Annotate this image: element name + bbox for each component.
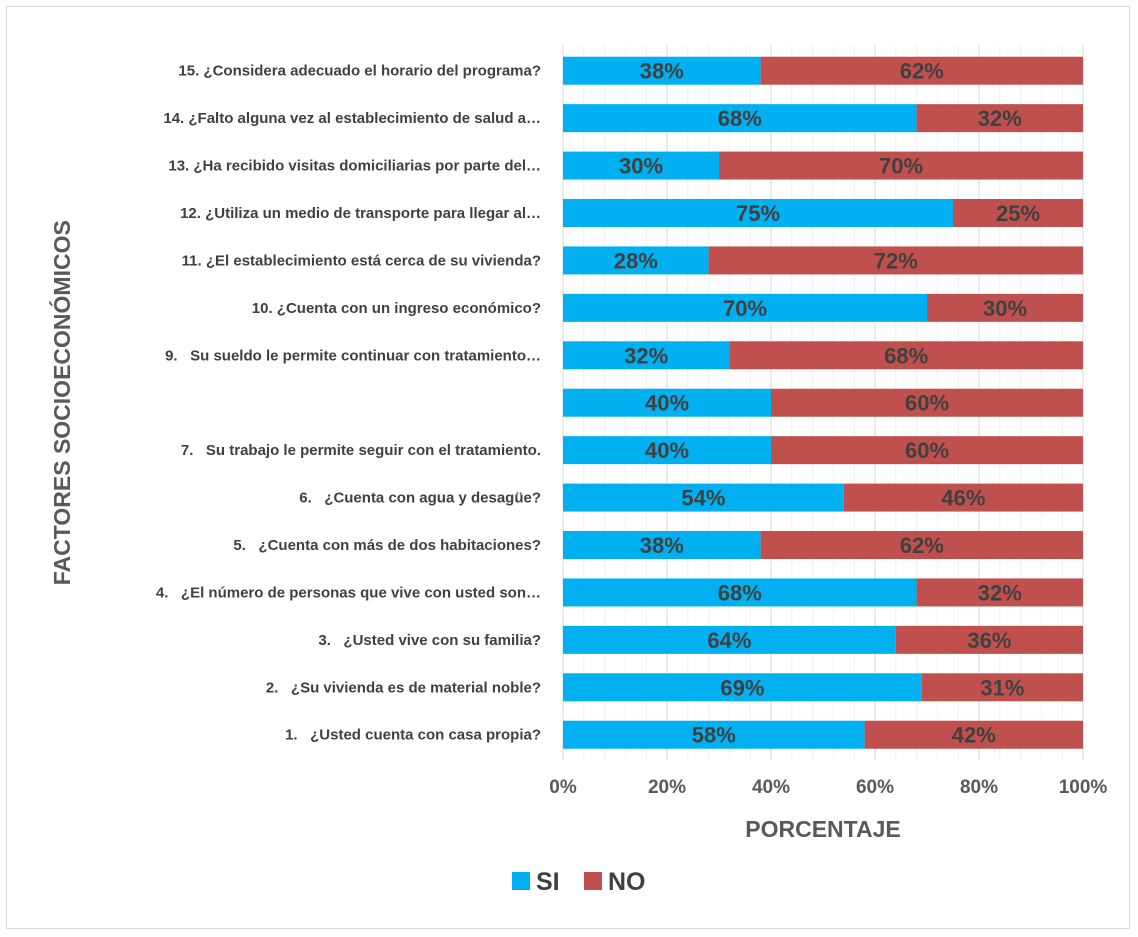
x-axis-title: PORCENTAJE — [745, 816, 901, 842]
data-label-si-1: 38% — [640, 59, 684, 84]
bar-no-1 — [760, 56, 1083, 85]
bar-no-3 — [719, 151, 1083, 180]
x-tick-label: 40% — [752, 777, 790, 798]
category-label-7: 9. Su sueldo le permite continuar con tr… — [165, 347, 541, 364]
category-labels: 15. ¿Considera adecuado el horario del p… — [156, 63, 541, 744]
x-tick-label: 60% — [856, 777, 894, 798]
bar-no-6 — [927, 293, 1083, 322]
bar-si-5 — [563, 246, 709, 275]
bar-si-9 — [563, 436, 771, 465]
bar-no-14 — [921, 673, 1083, 702]
category-label-13: 3. ¿Usted vive con su familia? — [318, 632, 541, 649]
bar-no-2 — [916, 104, 1083, 133]
data-label-no-12: 32% — [978, 580, 1022, 605]
legend-swatch-si — [512, 872, 530, 890]
category-label-12: 4. ¿El número de personas que vive con u… — [156, 584, 541, 601]
x-tick-label: 100% — [1059, 777, 1108, 798]
legend-label-si: SI — [536, 868, 560, 896]
bar-si-2 — [563, 104, 917, 133]
data-label-no-9: 60% — [905, 438, 949, 463]
data-label-si-4: 75% — [736, 201, 780, 226]
data-label-no-3: 70% — [879, 154, 923, 179]
bar-si-3 — [563, 151, 719, 180]
bar-no-9 — [771, 436, 1083, 465]
data-label-no-13: 36% — [967, 628, 1011, 653]
data-label-si-6: 70% — [723, 296, 767, 321]
data-label-si-10: 54% — [681, 486, 725, 511]
data-label-si-13: 64% — [707, 628, 751, 653]
x-tick-label: 20% — [648, 777, 686, 798]
bars: 38% 62% 68% 32% 30% 70% 75% 25% 28% 72% 70% 30% 32% 6… — [563, 56, 1083, 749]
bar-si-8 — [563, 388, 771, 417]
data-label-no-4: 25% — [996, 201, 1040, 226]
bar-no-15 — [864, 720, 1083, 749]
bar-si-15 — [563, 720, 865, 749]
category-label-1: 15. ¿Considera adecuado el horario del p… — [178, 63, 541, 80]
data-label-no-10: 46% — [941, 486, 985, 511]
bar-si-13 — [563, 625, 896, 654]
bar-si-12 — [563, 578, 917, 607]
data-label-si-14: 69% — [720, 675, 764, 700]
data-label-si-5: 28% — [614, 248, 658, 273]
y-axis-title: FACTORES SOCIOECONÓMICOS — [48, 220, 75, 585]
data-label-no-2: 32% — [978, 106, 1022, 131]
bar-si-14 — [563, 673, 922, 702]
data-label-si-2: 68% — [718, 106, 762, 131]
bar-no-12 — [916, 578, 1083, 607]
bar-si-10 — [563, 483, 844, 512]
x-tick-label: 0% — [549, 777, 577, 798]
data-label-no-7: 68% — [884, 343, 928, 368]
data-label-no-8: 60% — [905, 391, 949, 416]
legend-swatch-no — [584, 872, 602, 890]
data-label-si-12: 68% — [718, 580, 762, 605]
x-tick-labels: 0% 20% 40% 60% 80% 100% — [549, 777, 1107, 798]
bar-no-13 — [895, 625, 1083, 654]
bar-si-11 — [563, 531, 761, 560]
data-label-no-5: 72% — [874, 248, 918, 273]
legend-label-no: NO — [608, 868, 646, 896]
bar-no-5 — [708, 246, 1083, 275]
bar-si-7 — [563, 341, 730, 370]
category-label-4: 12. ¿Utiliza un medio de transporte para… — [180, 205, 541, 222]
category-label-5: 11. ¿El establecimiento está cerca de su… — [182, 252, 541, 269]
category-label-14: 2. ¿Su vivienda es de material noble? — [266, 679, 541, 696]
category-label-2: 14. ¿Falto alguna vez al establecimiento… — [163, 110, 541, 127]
x-tick-label: 80% — [960, 777, 998, 798]
bar-no-8 — [771, 388, 1083, 417]
category-label-10: 6. ¿Cuenta con agua y desagüe? — [299, 490, 541, 507]
data-label-si-3: 30% — [619, 154, 663, 179]
data-label-si-9: 40% — [645, 438, 689, 463]
data-label-si-8: 40% — [645, 391, 689, 416]
data-label-no-15: 42% — [952, 723, 996, 748]
data-label-no-6: 30% — [983, 296, 1027, 321]
category-label-15: 1. ¿Usted cuenta con casa propia? — [285, 727, 541, 744]
bar-si-1 — [563, 56, 761, 85]
category-label-9: 7. Su trabajo le permite seguir con el t… — [181, 442, 541, 459]
bar-no-7 — [729, 341, 1083, 370]
bar-no-10 — [843, 483, 1083, 512]
bar-si-4 — [563, 199, 953, 228]
data-label-no-11: 62% — [900, 533, 944, 558]
bar-no-11 — [760, 531, 1083, 560]
bar-si-6 — [563, 293, 927, 322]
data-label-si-11: 38% — [640, 533, 684, 558]
data-label-si-15: 58% — [692, 723, 736, 748]
data-label-no-14: 31% — [980, 675, 1024, 700]
category-label-6: 10. ¿Cuenta con un ingreso económico? — [252, 300, 541, 317]
legend: SI NO — [512, 868, 646, 896]
data-label-si-7: 32% — [624, 343, 668, 368]
bar-no-4 — [953, 199, 1083, 228]
data-label-no-1: 62% — [900, 59, 944, 84]
category-label-11: 5. ¿Cuenta con más de dos habitaciones? — [233, 537, 541, 554]
category-label-3: 13. ¿Ha recibido visitas domiciliarias p… — [168, 158, 541, 175]
